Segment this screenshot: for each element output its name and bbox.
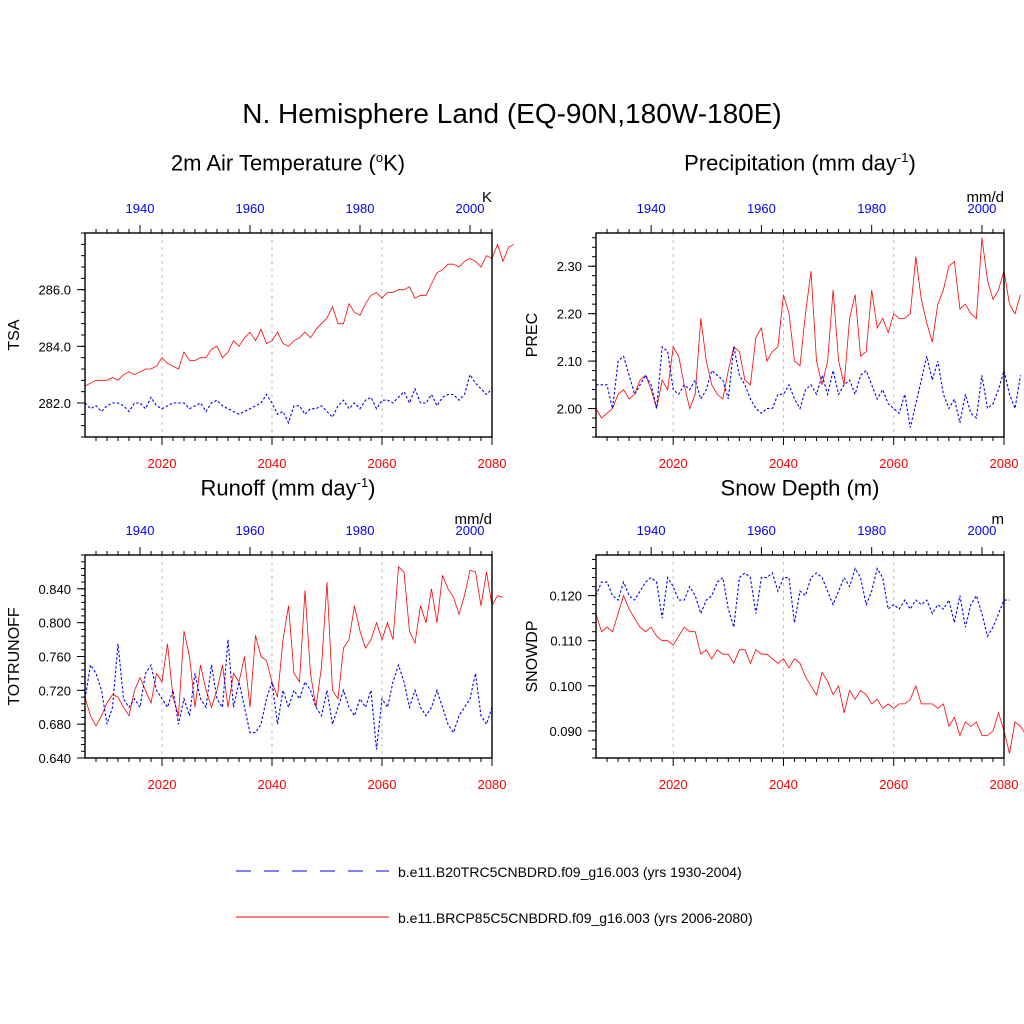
x-tick-label-top: 1940 [126,523,155,538]
panel-title-end: K) [383,150,406,176]
series-line-rcp85 [595,237,1021,419]
x-tick-label-top: 1940 [637,201,666,216]
x-tick-label-bottom: 2040 [258,456,287,471]
panel-title-text: Runoff (mm day [200,475,357,501]
units-label: mm/d [455,511,493,528]
x-tick-label-bottom: 2060 [879,456,908,471]
x-tick-label-bottom: 2080 [478,456,507,471]
x-tick-label-bottom: 2040 [769,777,798,792]
panel-title-prec: Precipitation (mm day-1) [590,150,1010,176]
panel-title-sup: -1 [356,475,369,490]
x-tick-label-top: 1980 [857,523,886,538]
plot-frame [84,554,493,759]
y-axis-label: SNOWDP [524,621,541,693]
x-tick-label-top: 1940 [637,523,666,538]
y-tick-label: 0.100 [549,679,582,694]
y-tick-label: 0.120 [549,589,582,604]
x-tick-label-bottom: 2020 [659,777,688,792]
panel-title-runoff: Runoff (mm day-1) [78,475,498,501]
units-label: m [992,511,1005,528]
x-tick-label-bottom: 2080 [478,777,507,792]
y-tick-label: 2.10 [557,354,582,369]
units-label: K [482,189,492,206]
x-tick-label-top: 1980 [857,201,886,216]
x-tick-label-bottom: 2060 [879,777,908,792]
page-title: N. Hemisphere Land (EQ-90N,180W-180E) [242,98,782,129]
y-axis-label: TOTRUNOFF [6,607,23,706]
series-line-historical [84,639,493,750]
panel-title-text: Snow Depth (m) [720,475,880,501]
y-tick-label: 0.760 [38,650,71,665]
series-line-rcp85 [84,565,504,727]
y-axis-label: TSA [6,319,23,350]
panel-title-text: Precipitation (mm day [684,150,897,176]
y-tick-label: 0.110 [550,634,582,649]
y-tick-label: 0.640 [38,751,71,766]
panel-title-sup: -1 [896,150,909,165]
y-axis-label: PREC [524,313,541,357]
x-tick-label-top: 2000 [456,523,485,538]
legend-label-rcp85: b.e11.BRCP85C5CNBDRD.f09_g16.003 (yrs 20… [398,910,753,926]
x-tick-label-top: 1960 [747,201,776,216]
x-tick-label-bottom: 2060 [368,777,397,792]
x-tick-label-bottom: 2080 [990,456,1019,471]
legend-swatch-historical [236,870,389,872]
x-tick-label-top: 2000 [456,201,485,216]
x-tick-label-bottom: 2040 [258,777,287,792]
y-tick-label: 2.30 [557,259,582,274]
panel-title-sup: o [375,150,384,165]
x-tick-label-bottom: 2020 [148,777,177,792]
y-tick-label: 282.0 [38,396,71,411]
x-tick-label-bottom: 2020 [148,456,177,471]
y-tick-label: 0.800 [38,616,71,631]
legend-label-historical: b.e11.B20TRC5CNBDRD.f09_g16.003 (yrs 193… [398,864,742,880]
x-tick-label-top: 1940 [126,201,155,216]
x-tick-label-bottom: 2020 [659,456,688,471]
panel-title-snowdp: Snow Depth (m) [590,475,1010,501]
y-tick-label: 0.680 [38,717,71,732]
x-tick-label-top: 1960 [236,523,265,538]
y-tick-label: 286.0 [38,283,71,298]
y-tick-label: 0.720 [38,683,71,698]
y-tick-label: 284.0 [38,339,71,354]
y-tick-label: 2.00 [557,402,582,417]
x-tick-label-top: 2000 [967,201,996,216]
x-tick-label-bottom: 2040 [769,456,798,471]
x-tick-label-top: 1980 [346,201,375,216]
x-tick-label-top: 1960 [236,201,265,216]
legend-swatch-rcp85 [236,916,389,918]
series-line-rcp85 [84,243,515,387]
units-label: mm/d [967,189,1005,206]
x-tick-label-top: 1980 [346,523,375,538]
y-tick-label: 2.20 [557,307,582,322]
panel-title-text: 2m Air Temperature ( [170,150,376,176]
plot-frame [595,554,1005,759]
panel-title-end: ) [908,150,916,176]
y-tick-label: 0.090 [549,724,582,739]
x-tick-label-top: 1960 [747,523,776,538]
series-line-historical [84,373,493,425]
panel-title-tsa: 2m Air Temperature (oK) [78,150,498,176]
plot-frame [595,232,1005,438]
series-line-historical [596,345,1022,428]
series-line-rcp85 [595,594,1024,754]
x-tick-label-top: 2000 [967,523,996,538]
x-tick-label-bottom: 2080 [990,777,1019,792]
series-line-historical [595,567,1010,638]
x-tick-label-bottom: 2060 [368,456,397,471]
panel-title-end: ) [368,475,376,501]
y-tick-label: 0.840 [38,582,71,597]
